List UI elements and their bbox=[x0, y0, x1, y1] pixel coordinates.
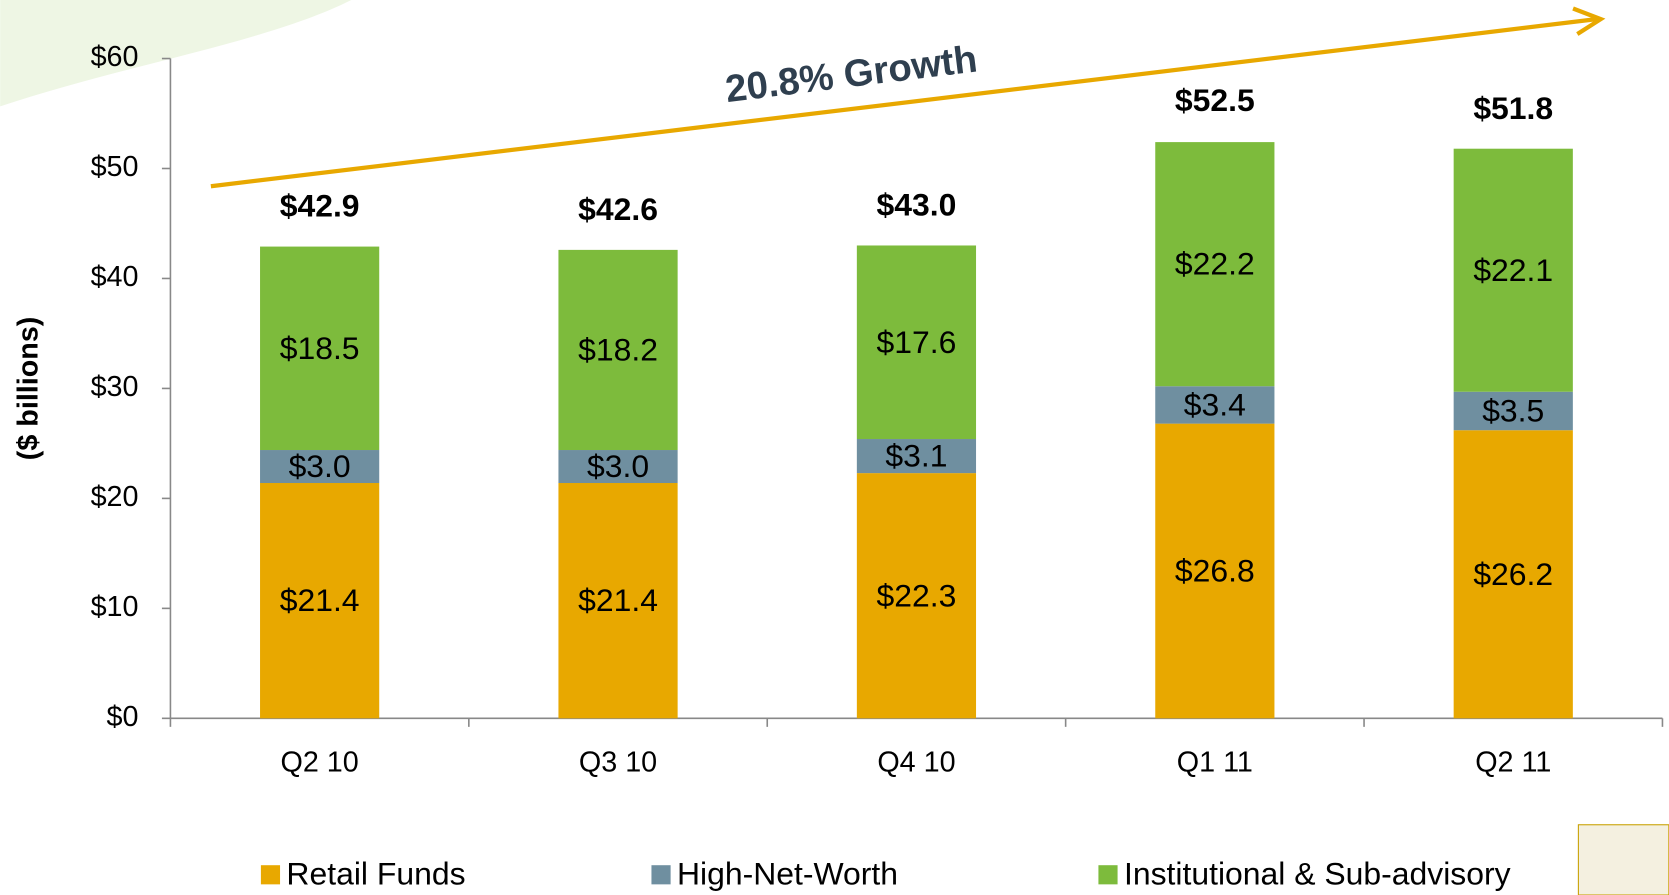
bar-segment bbox=[856, 245, 977, 440]
value-label: $26.8 bbox=[1175, 553, 1255, 589]
legend-label: Institutional & Sub-advisory bbox=[1124, 855, 1511, 891]
bar-segment bbox=[1155, 423, 1275, 719]
legend-swatch bbox=[1098, 865, 1118, 885]
bar-segment bbox=[856, 439, 977, 474]
value-label: $3.4 bbox=[1184, 386, 1246, 422]
bar-segment bbox=[558, 483, 678, 719]
value-label: $18.5 bbox=[280, 330, 360, 366]
y-axis-label: ($ billions) bbox=[13, 317, 45, 461]
y-tick-label: $0 bbox=[107, 701, 139, 733]
background-shape bbox=[0, 0, 352, 107]
value-label: $3.1 bbox=[885, 438, 947, 474]
legend-label: Retail Funds bbox=[286, 855, 465, 891]
bar-segment bbox=[1453, 148, 1573, 392]
bar-segment bbox=[260, 483, 380, 719]
bar-segment bbox=[1155, 386, 1275, 424]
value-label: $18.2 bbox=[578, 332, 658, 368]
y-tick-label: $40 bbox=[91, 261, 139, 293]
bar-segment bbox=[260, 246, 380, 451]
value-label: $22.2 bbox=[1175, 246, 1255, 282]
total-label: $51.8 bbox=[1473, 90, 1553, 126]
bar-segment bbox=[260, 450, 380, 484]
value-label: $22.1 bbox=[1473, 252, 1553, 288]
growth-arrow bbox=[210, 17, 1597, 189]
y-tick-label: $30 bbox=[91, 371, 139, 403]
bar-segment bbox=[558, 450, 678, 484]
y-tick-label: $60 bbox=[91, 41, 139, 73]
bar-segment bbox=[856, 473, 977, 719]
legend-swatch bbox=[651, 865, 671, 885]
x-tick-label: Q2 11 bbox=[1475, 747, 1551, 779]
legend-label: High-Net-Worth bbox=[677, 855, 898, 891]
value-label: $21.4 bbox=[578, 582, 658, 618]
bar-segment bbox=[1453, 430, 1573, 719]
legend-swatch bbox=[260, 865, 281, 885]
total-label: $42.6 bbox=[578, 191, 658, 227]
y-tick-label: $20 bbox=[91, 481, 139, 513]
bar-segment bbox=[1453, 391, 1573, 431]
total-label: $43.0 bbox=[877, 187, 957, 223]
value-label: $3.0 bbox=[289, 448, 351, 484]
value-label: $3.5 bbox=[1482, 393, 1544, 429]
value-label: $3.0 bbox=[587, 448, 649, 484]
bar-segment bbox=[558, 249, 678, 451]
value-label: $17.6 bbox=[877, 324, 957, 360]
arrow-head bbox=[1572, 6, 1606, 36]
value-label: $26.2 bbox=[1473, 556, 1553, 592]
value-label: $21.4 bbox=[280, 582, 360, 618]
y-tick-label: $50 bbox=[91, 151, 139, 183]
x-tick-label: Q1 11 bbox=[1177, 747, 1253, 779]
value-label: $22.3 bbox=[877, 577, 957, 613]
logo bbox=[1577, 824, 1669, 895]
x-tick-label: Q3 10 bbox=[579, 747, 657, 779]
x-tick-label: Q2 10 bbox=[281, 747, 359, 779]
y-tick-label: $10 bbox=[91, 591, 139, 623]
total-label: $42.9 bbox=[280, 188, 360, 224]
x-tick-label: Q4 10 bbox=[877, 747, 955, 779]
bar-segment bbox=[1155, 142, 1275, 387]
total-label: $52.5 bbox=[1175, 82, 1255, 118]
